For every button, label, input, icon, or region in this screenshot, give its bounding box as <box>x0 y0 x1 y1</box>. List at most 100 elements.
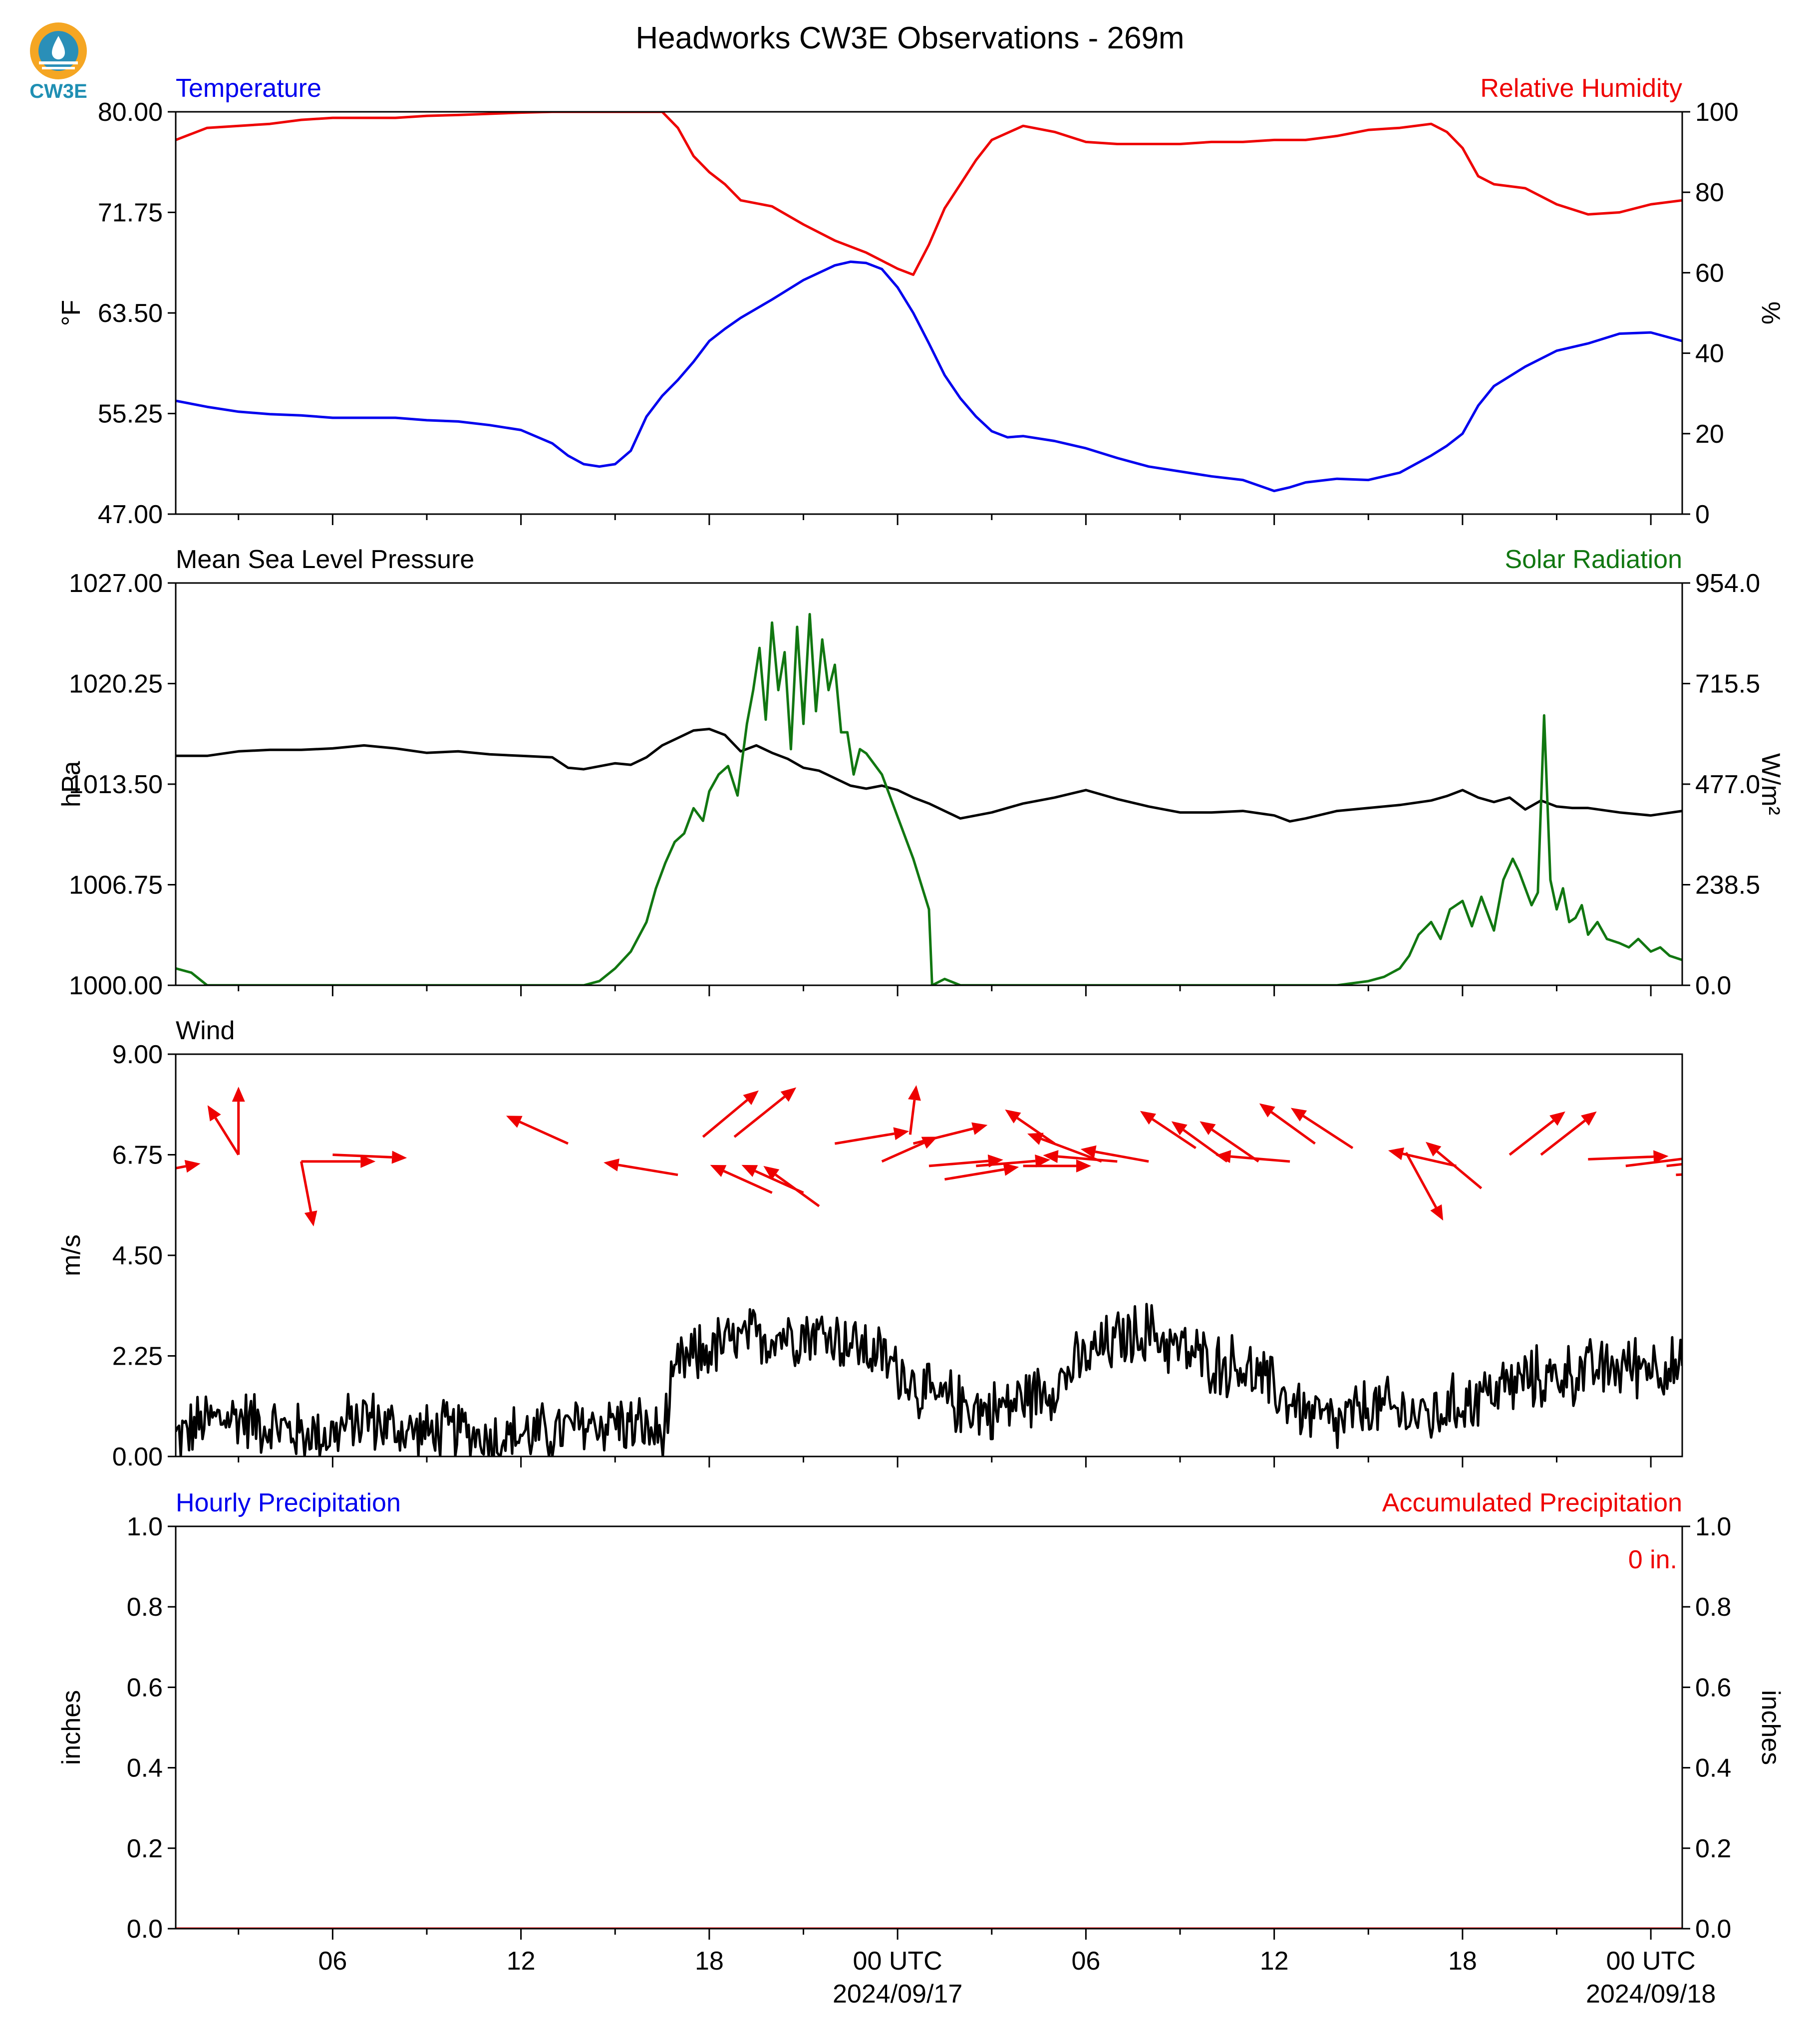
ytick-label-right: 0.8 <box>1695 1593 1731 1622</box>
ylabel-left: °F <box>57 300 86 326</box>
wind-arrow-shaft <box>881 1142 924 1163</box>
ytick-label-right: 0.0 <box>1695 971 1731 1000</box>
panel-title-left: Mean Sea Level Pressure <box>176 545 474 574</box>
ytick-label-left: 0.2 <box>127 1834 163 1863</box>
wind-arrow-head <box>893 1127 910 1141</box>
ytick-label-right: 0.4 <box>1695 1754 1731 1783</box>
xtick-label: 18 <box>695 1947 724 1976</box>
wind-arrow-head <box>710 1164 727 1177</box>
ytick-label-left: 0.6 <box>127 1673 163 1702</box>
wind-arrow <box>207 1105 240 1156</box>
xtick-label: 00 UTC <box>853 1947 942 1976</box>
series-line-relative-humidity <box>176 112 1682 276</box>
wind-arrow <box>908 1085 921 1135</box>
wind-arrow <box>944 1163 1019 1181</box>
wind-arrow <box>1625 1158 1682 1167</box>
logo-wave-1 <box>39 61 78 64</box>
wind-arrow-head <box>304 1210 317 1227</box>
wind-arrow <box>710 1164 773 1194</box>
wind-arrow <box>1509 1111 1565 1156</box>
wind-arrow-head <box>1005 1109 1021 1124</box>
panel-title-left: Hourly Precipitation <box>176 1488 401 1517</box>
wind-arrow-head <box>1076 1159 1092 1172</box>
wind-arrow-shaft <box>1016 1117 1055 1145</box>
wind-arrow <box>702 1090 759 1138</box>
ytick-label-left: 1020.25 <box>69 670 163 699</box>
wind-arrow-head <box>1080 1145 1097 1159</box>
ytick-label-right: 0 <box>1695 500 1710 529</box>
wind-arrow-head <box>780 1087 797 1102</box>
wind-arrow <box>1290 1108 1354 1150</box>
ytick-label-right: 238.5 <box>1695 871 1760 900</box>
wind-arrow-head <box>1035 1155 1051 1167</box>
xtick-label: 12 <box>507 1947 536 1976</box>
series-group <box>176 112 1682 493</box>
wind-arrow-head <box>1215 1150 1231 1163</box>
wind-arrow <box>1005 1109 1055 1145</box>
wind-arrow-shaft <box>1058 1155 1118 1163</box>
wind-arrow-head <box>743 1090 759 1105</box>
ytick-label-left: 1000.00 <box>69 971 163 1000</box>
ytick-label-left: 4.50 <box>112 1241 163 1270</box>
wind-arrow <box>1140 1111 1197 1150</box>
wind-arrow <box>1388 1147 1457 1167</box>
ytick-label-right: 477.0 <box>1695 770 1760 799</box>
wind-arrow <box>300 1161 317 1227</box>
xtick-date-label: 2024/09/18 <box>1586 1980 1716 2009</box>
wind-arrow-head <box>1171 1121 1188 1136</box>
wind-arrow-shaft <box>618 1163 678 1176</box>
wind-arrow-shaft <box>1405 1152 1437 1208</box>
ytick-label-right: 0.6 <box>1695 1673 1731 1702</box>
ytick-label-right: 60 <box>1695 259 1724 288</box>
wind-arrow-shaft <box>1230 1155 1290 1163</box>
ytick-label-left: 1027.00 <box>69 569 163 598</box>
panel-title-left: Temperature <box>176 74 321 103</box>
wind-arrow <box>176 1159 201 1173</box>
ytick-label-left: 6.75 <box>112 1141 163 1170</box>
wind-arrow-shaft <box>1152 1118 1197 1150</box>
xtick-label: 06 <box>318 1947 347 1976</box>
wind-arrow-shaft <box>1540 1120 1586 1156</box>
wind-arrow-head <box>763 1165 780 1180</box>
wind-arrow-shaft <box>214 1117 240 1156</box>
wind-arrow-shaft <box>1666 1162 1682 1167</box>
wind-arrow <box>301 1155 376 1168</box>
logo-text: CW3E <box>29 80 87 102</box>
wind-arrow-head <box>1723 1166 1738 1179</box>
cw3e-logo: CW3E <box>29 22 87 102</box>
wind-arrow-head <box>908 1085 921 1101</box>
wind-arrow-head <box>1140 1111 1157 1125</box>
ytick-label-right: 715.5 <box>1695 670 1760 699</box>
panel-title-left: Wind <box>176 1016 235 1045</box>
wind-arrow-shaft <box>1211 1129 1259 1162</box>
ytick-label-left: 63.50 <box>98 299 163 328</box>
wind-arrow-head <box>1653 1150 1669 1163</box>
wind-arrow-head <box>1549 1111 1565 1126</box>
ytick-label-left: 1006.75 <box>69 871 163 900</box>
wind-arrow-shaft <box>944 1168 1005 1181</box>
wind-arrow-head <box>232 1087 245 1102</box>
wind-arrow-shaft <box>702 1099 748 1138</box>
ytick-label-left: 0.0 <box>127 1915 163 1944</box>
wind-arrow <box>1023 1159 1092 1172</box>
wind-arrow <box>1215 1150 1290 1163</box>
water-drop-icon <box>52 36 65 59</box>
plot-frame <box>175 111 1683 515</box>
figure-title: Headworks CW3E Observations - 269m <box>635 21 1184 55</box>
wind-arrow-shaft <box>300 1161 312 1212</box>
wind-arrow-head <box>741 1164 758 1177</box>
panel-title-right: Accumulated Precipitation <box>1382 1488 1682 1517</box>
chart-panels: 47.00 55.25 63.50 71.75 80.00 0 20 40 60 80 100 °F%… <box>57 74 1785 2009</box>
wind-arrow-shaft <box>928 1159 989 1167</box>
wind-arrow-shaft <box>519 1121 569 1145</box>
series-line-temperature <box>176 260 1682 493</box>
wind-arrow <box>1588 1150 1669 1163</box>
series-line-wind-speed <box>176 1303 1682 1456</box>
ytick-label-right: 0.0 <box>1695 1915 1731 1944</box>
wind-arrow-shaft <box>1041 1138 1102 1163</box>
wind-arrow <box>506 1116 569 1145</box>
series-group <box>176 613 1682 985</box>
series-line-solar-radiation <box>176 613 1682 985</box>
ytick-label-left: 47.00 <box>98 500 163 529</box>
ytick-label-left: 55.25 <box>98 400 163 429</box>
